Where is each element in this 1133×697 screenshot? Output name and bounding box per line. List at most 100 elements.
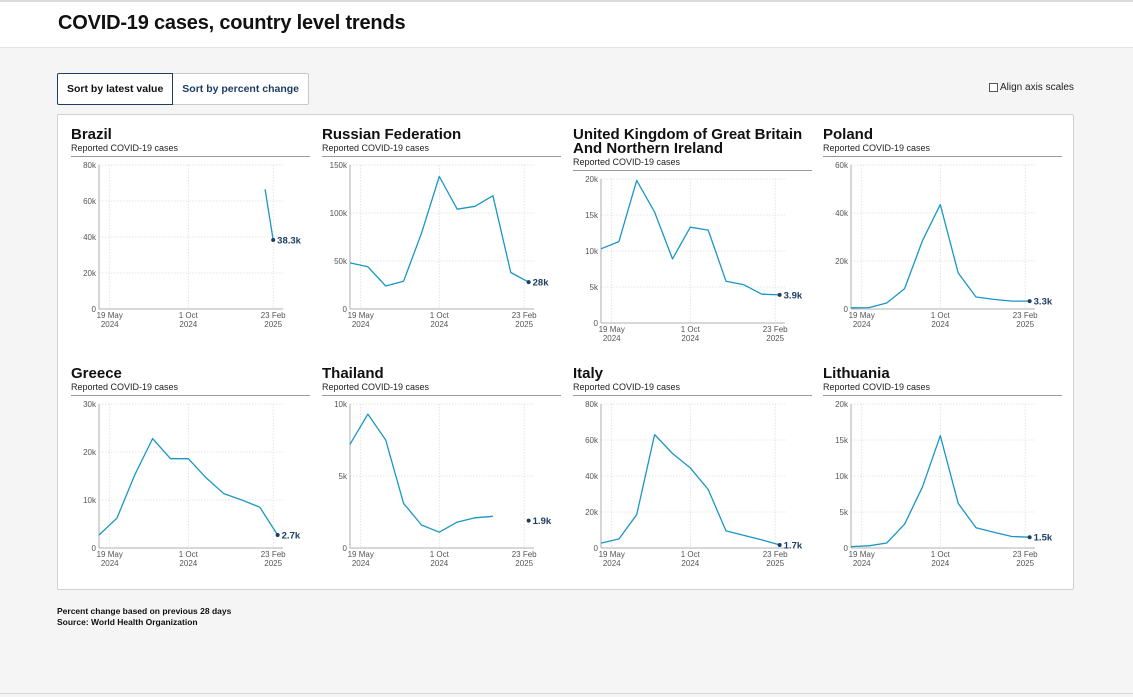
- y-tick-label: 10k: [835, 472, 849, 481]
- latest-point: [526, 280, 531, 285]
- latest-point: [777, 542, 782, 547]
- page-title: COVID-19 cases, country level trends: [58, 12, 406, 34]
- x-tick-label: 2024: [101, 320, 119, 329]
- x-tick-label: 1 Oct: [931, 550, 951, 559]
- y-tick-label: 50k: [334, 257, 348, 266]
- top-border: [0, 0, 1133, 2]
- chart-card-russian-federation: Russian Federation Reported COVID-19 cas…: [322, 126, 562, 334]
- country-name: Thailand: [322, 365, 384, 382]
- x-tick-label: 2024: [179, 559, 197, 568]
- x-tick-label: 2025: [766, 559, 784, 568]
- y-tick-label: 15k: [585, 211, 599, 220]
- y-tick-label: 20k: [835, 257, 849, 266]
- x-tick-label: 23 Feb: [1013, 550, 1038, 559]
- y-tick-label: 40k: [585, 472, 599, 481]
- chart-subtitle: Reported COVID-19 cases: [573, 382, 681, 392]
- y-tick-label: 5k: [840, 508, 849, 517]
- charts-panel: Brazil Reported COVID-19 cases 0 20k 40k 60…: [57, 114, 1074, 590]
- x-tick-label: 23 Feb: [261, 550, 286, 559]
- y-tick-label: 20k: [585, 508, 599, 517]
- x-tick-label: 2025: [1016, 320, 1034, 329]
- x-tick-label: 2024: [853, 320, 871, 329]
- x-tick-label: 1 Oct: [430, 550, 450, 559]
- series-line: [349, 175, 529, 287]
- sort-by-percent-button[interactable]: Sort by percent change: [173, 73, 309, 105]
- x-tick-label: 2024: [603, 559, 621, 568]
- y-tick-label: 80k: [585, 400, 599, 409]
- y-tick-label: 150k: [330, 161, 348, 170]
- y-tick-label: 0: [92, 305, 97, 314]
- chart-card-brazil: Brazil Reported COVID-19 cases 0 20k 40k 60…: [71, 126, 311, 334]
- footer-notes: Percent change based on previous 28 days…: [57, 606, 231, 628]
- y-tick-label: 20k: [835, 400, 849, 409]
- x-tick-label: 2024: [430, 320, 448, 329]
- align-axis-toggle[interactable]: Align axis scales: [989, 82, 1074, 93]
- chart-subtitle: Reported COVID-19 cases: [71, 382, 179, 392]
- x-tick-label: 1 Oct: [179, 550, 199, 559]
- series-line: [600, 179, 780, 296]
- x-tick-label: 23 Feb: [1013, 311, 1038, 320]
- y-tick-label: 10k: [83, 496, 97, 505]
- x-tick-label: 2024: [931, 320, 949, 329]
- x-tick-label: 2025: [1016, 559, 1034, 568]
- x-tick-label: 2024: [681, 559, 699, 568]
- country-name: Brazil: [71, 126, 112, 143]
- series-line: [850, 435, 1030, 548]
- chart-card-thailand: Thailand Reported COVID-19 cases 0 5k 10k 1…: [322, 365, 562, 573]
- title-rule: [573, 395, 812, 396]
- y-tick-label: 60k: [835, 161, 849, 170]
- title-rule: [322, 156, 561, 157]
- x-tick-label: 2024: [603, 334, 621, 343]
- y-tick-label: 20k: [83, 448, 97, 457]
- x-tick-label: 2024: [681, 334, 699, 343]
- x-tick-label: 2024: [430, 559, 448, 568]
- y-tick-label: 40k: [83, 233, 97, 242]
- country-name: Russian Federation: [322, 126, 462, 143]
- chart-subtitle: Reported COVID-19 cases: [322, 382, 430, 392]
- y-tick-label: 0: [594, 544, 599, 553]
- latest-point: [1027, 299, 1032, 304]
- series-line: [264, 189, 274, 241]
- sort-toggle-group: Sort by latest value Sort by percent cha…: [57, 73, 309, 105]
- x-tick-label: 2025: [264, 320, 282, 329]
- latest-value-label: 1.7k: [784, 540, 803, 551]
- chart-subtitle: Reported COVID-19 cases: [322, 143, 430, 153]
- align-axis-checkbox[interactable]: [989, 83, 998, 92]
- chart-card-greece: Greece Reported COVID-19 cases 0 10k 20k 30…: [71, 366, 311, 573]
- x-tick-label: 19 May: [599, 325, 625, 334]
- latest-value-label: 1.5k: [1034, 533, 1053, 544]
- title-rule: [823, 156, 1062, 157]
- chart-subtitle: Reported COVID-19 cases: [823, 143, 931, 153]
- chart-card-lithuania: Lithuania Reported COVID-19 cases 0 5k 10k…: [823, 366, 1063, 573]
- chart-subtitle: Reported COVID-19 cases: [71, 143, 179, 153]
- country-name: United Kingdom of Great Britain And Nort…: [573, 126, 803, 157]
- latest-value-label: 3.9k: [784, 290, 803, 301]
- x-tick-label: 23 Feb: [261, 311, 286, 320]
- y-tick-label: 30k: [83, 400, 97, 409]
- y-tick-label: 15k: [835, 436, 849, 445]
- x-tick-label: 1 Oct: [430, 311, 450, 320]
- bottom-border: [0, 693, 1133, 694]
- latest-value-label: 28k: [533, 278, 550, 289]
- page-header: COVID-19 cases, country level trends: [0, 2, 1133, 48]
- footer-source: Source: World Health Organization: [57, 617, 198, 627]
- x-tick-label: 2024: [931, 559, 949, 568]
- sort-by-latest-button[interactable]: Sort by latest value: [57, 73, 174, 105]
- x-tick-label: 23 Feb: [512, 550, 537, 559]
- y-tick-label: 5k: [590, 283, 599, 292]
- country-name: Poland: [823, 126, 874, 143]
- y-tick-label: 60k: [83, 197, 97, 206]
- title-rule: [573, 170, 812, 171]
- x-tick-label: 2025: [264, 559, 282, 568]
- chart-subtitle: Reported COVID-19 cases: [573, 157, 681, 167]
- y-tick-label: 5k: [339, 472, 348, 481]
- title-rule: [823, 395, 1062, 396]
- y-tick-label: 20k: [585, 175, 599, 184]
